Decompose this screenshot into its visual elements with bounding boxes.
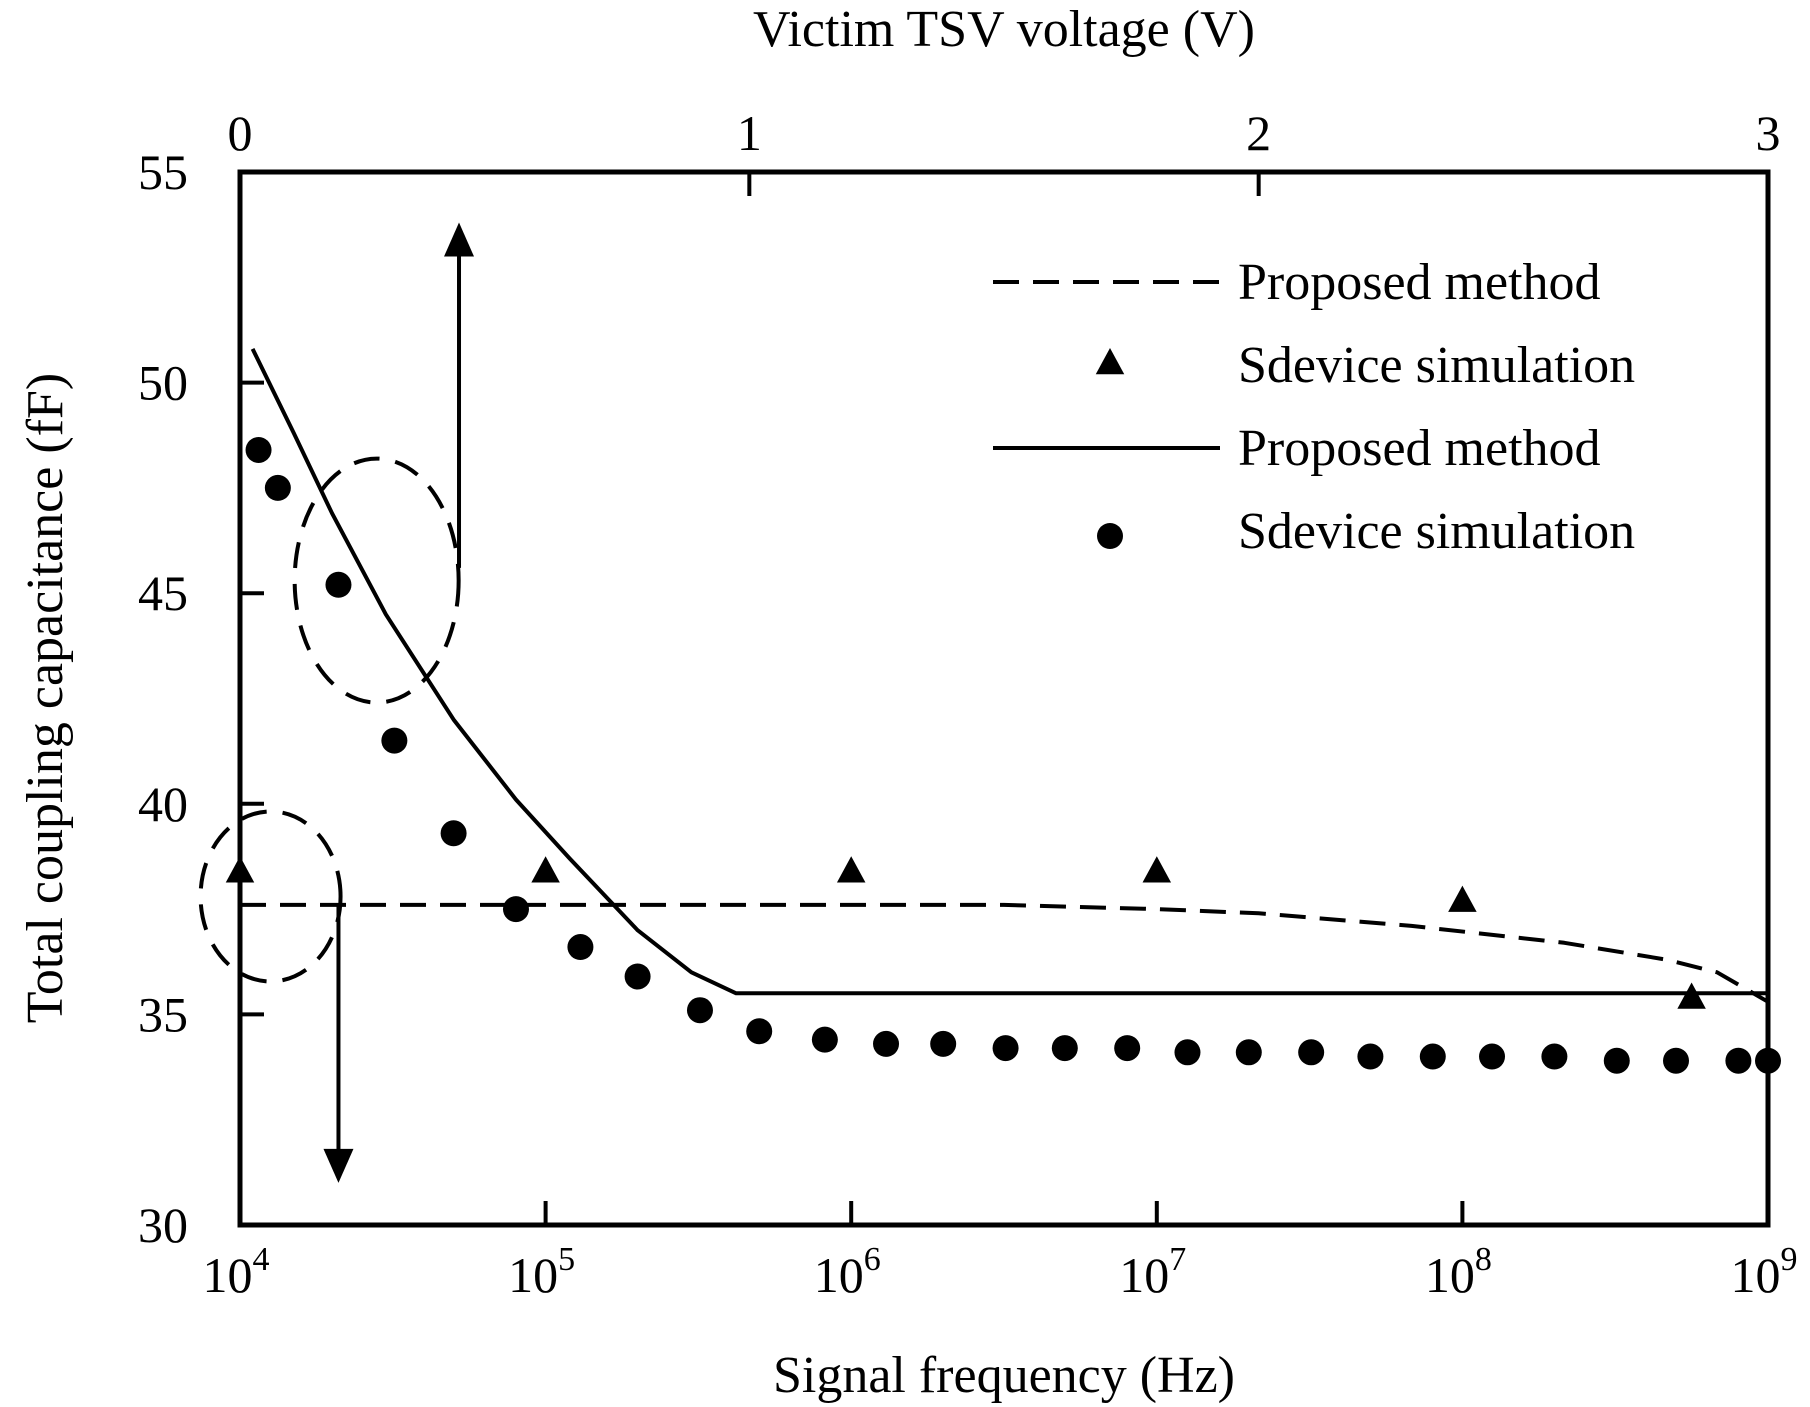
data-point-circle (381, 727, 408, 754)
y-tick-label: 55 (138, 144, 188, 200)
series-triangle (225, 856, 1706, 1009)
data-point-circle (1051, 1035, 1078, 1062)
data-point-circle (811, 1026, 838, 1053)
series-circle (245, 436, 1781, 1074)
series-line-solid (250, 348, 1768, 996)
x2-tick-label: 0 (228, 105, 253, 161)
data-point-triangle (1142, 856, 1172, 883)
highlight-ellipse (292, 456, 461, 705)
data-point-circle (567, 934, 594, 961)
legend-item: Proposed method (993, 420, 1601, 477)
data-point-circle (1663, 1047, 1690, 1074)
series-dashed (240, 902, 1770, 1004)
x-axis-top: 0 1 2 3 Victim TSV voltage (V) (228, 1, 1781, 196)
x-tick-exponent: 6 (864, 1241, 881, 1278)
plot-area (237, 169, 1771, 1228)
data-point-circle (502, 896, 529, 923)
data-point-circle (245, 436, 272, 463)
data-point-circle (1479, 1043, 1506, 1070)
y-ticks: 30 35 40 45 50 55 (138, 144, 264, 1253)
y-axis-label: Total coupling capacitance (fF) (17, 373, 74, 1023)
data-point-circle (624, 963, 651, 990)
y-tick-label: 45 (138, 565, 188, 621)
legend: Proposed method Sdevice simulation Propose… (993, 254, 1635, 560)
data-point-circle (440, 820, 467, 847)
y-tick-label: 40 (138, 776, 188, 832)
x2-tick-label: 2 (1246, 105, 1271, 161)
x-tick-exponent: 8 (1475, 1241, 1492, 1278)
x2-tick-label: 1 (737, 105, 762, 161)
data-point-circle (992, 1035, 1019, 1062)
legend-label: Proposed method (1238, 254, 1601, 311)
data-point-circle (1298, 1039, 1325, 1066)
y-axis: 30 35 40 45 50 55 Total coupling capacitance … (17, 144, 264, 1253)
series-layer (225, 348, 1781, 1074)
data-point-circle (1114, 1035, 1141, 1062)
data-point-circle (873, 1030, 900, 1057)
data-point-triangle (531, 856, 560, 883)
data-point-circle (930, 1030, 957, 1057)
x-tick-base: 10 (814, 1247, 864, 1303)
x2-axis-label: Victim TSV voltage (V) (753, 1, 1255, 58)
x-tick-base: 10 (1731, 1247, 1781, 1303)
x-tick-label: 107 (1119, 1241, 1186, 1303)
x-tick-exponent: 5 (558, 1241, 575, 1278)
data-point-circle (1755, 1047, 1781, 1074)
x-tick-label: 105 (508, 1241, 575, 1303)
data-point-circle (1725, 1047, 1752, 1074)
x2-ticks: 0 1 2 3 (228, 105, 1781, 196)
data-point-circle (1357, 1043, 1384, 1070)
legend-item: Sdevice simulation (1095, 337, 1635, 394)
legend-label: Sdevice simulation (1238, 503, 1635, 560)
legend-item: Proposed method (993, 254, 1601, 311)
x-ticks: 104 105 106 107 108 109 (203, 1201, 1798, 1303)
x-tick-exponent: 4 (253, 1241, 270, 1278)
series-solid (250, 348, 1768, 996)
y-tick-label: 50 (138, 355, 188, 411)
series-line-dashed (240, 902, 1770, 1004)
x-tick-exponent: 7 (1169, 1241, 1186, 1278)
arrow-head (323, 1148, 354, 1183)
x-tick-label: 108 (1425, 1241, 1492, 1303)
data-point-circle (1419, 1043, 1446, 1070)
x2-tick-label: 3 (1756, 105, 1781, 161)
y-tick-label: 35 (138, 986, 188, 1042)
data-point-circle (1174, 1039, 1201, 1066)
x-tick-base: 10 (1425, 1247, 1475, 1303)
data-point-circle (325, 571, 352, 598)
x-tick-exponent: 9 (1781, 1241, 1798, 1278)
data-point-triangle (1448, 885, 1477, 912)
x-tick-base: 10 (1119, 1247, 1169, 1303)
legend-swatch-circle (1097, 523, 1123, 549)
x-tick-base: 10 (203, 1247, 253, 1303)
x-tick-base: 10 (508, 1247, 558, 1303)
x-tick-label: 109 (1731, 1241, 1798, 1303)
y-tick-label: 30 (138, 1197, 188, 1253)
annotations (198, 222, 475, 1183)
data-point-triangle (225, 856, 255, 883)
legend-swatch-triangle (1095, 348, 1125, 375)
legend-label: Sdevice simulation (1238, 337, 1635, 394)
plot-frame (237, 169, 1771, 1228)
x-tick-label: 104 (203, 1241, 270, 1303)
data-point-triangle (1677, 982, 1706, 1009)
x-tick-label: 106 (814, 1241, 881, 1303)
data-point-circle (1541, 1043, 1568, 1070)
x-axis-label: Signal frequency (Hz) (773, 1347, 1235, 1404)
legend-label: Proposed method (1238, 420, 1601, 477)
data-point-circle (1235, 1039, 1262, 1066)
data-point-triangle (836, 856, 866, 883)
legend-item: Sdevice simulation (1097, 503, 1635, 560)
data-point-circle (1603, 1047, 1630, 1074)
x-axis-bottom: 104 105 106 107 108 109 Signal frequency (Hz) (203, 1201, 1798, 1404)
data-point-circle (686, 997, 713, 1024)
data-point-circle (264, 474, 291, 501)
data-point-circle (746, 1018, 773, 1045)
highlight-ellipse (198, 809, 343, 984)
arrow-head (444, 222, 475, 257)
